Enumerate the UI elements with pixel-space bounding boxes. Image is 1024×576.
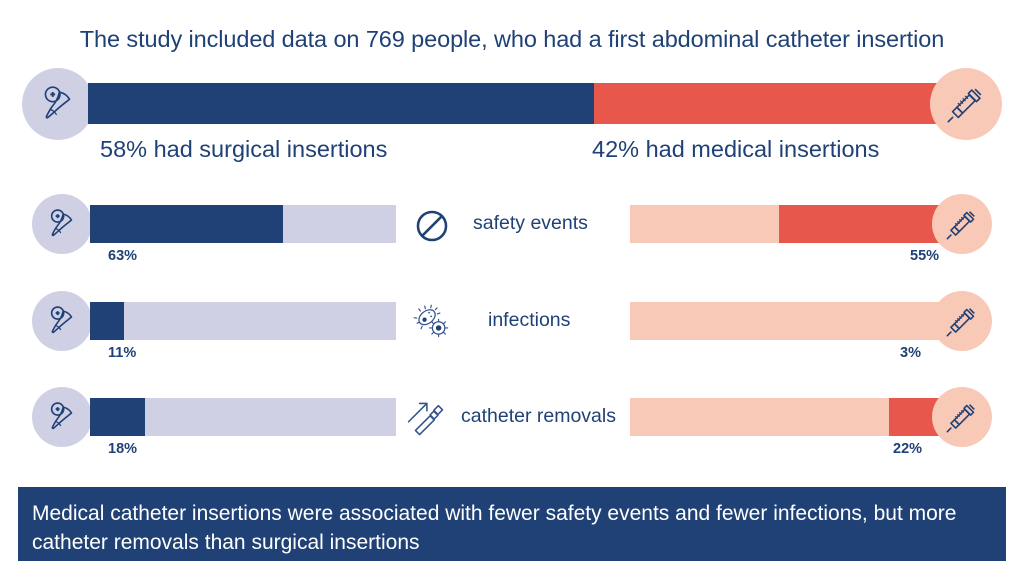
surgical-pct-label: 18% xyxy=(108,441,138,457)
surgical-bar-fill xyxy=(90,205,283,243)
scalpel-icon xyxy=(22,68,94,140)
medical-bar-track xyxy=(630,398,962,436)
conclusion-banner: Medical catheter insertions were associa… xyxy=(18,487,1006,561)
surgical-bar-track xyxy=(90,205,396,243)
overall-medical-segment xyxy=(593,83,960,124)
surgical-bar-fill xyxy=(90,302,124,340)
overall-surgical-segment xyxy=(88,83,594,124)
syringe-icon xyxy=(930,68,1002,140)
medical-pct-label: 55% xyxy=(910,248,940,264)
scalpel-icon xyxy=(32,291,92,351)
row-label: safety events xyxy=(473,212,588,234)
medical-pct-label: 3% xyxy=(900,345,921,361)
catheter-removal-icon xyxy=(396,399,456,439)
medical-bar-track xyxy=(630,205,962,243)
surgical-bar-track xyxy=(90,398,396,436)
medical-caption: 42% had medical insertions xyxy=(592,136,880,162)
no-entry-icon xyxy=(409,206,455,246)
surgical-pct-label: 11% xyxy=(108,345,137,361)
table-row: 63% safety events 55% xyxy=(0,186,1024,270)
overall-split-bar xyxy=(88,83,960,124)
page-title: The study included data on 769 people, w… xyxy=(79,26,945,52)
medical-pct-label: 22% xyxy=(893,441,923,457)
medical-bar-track xyxy=(630,302,962,340)
syringe-icon xyxy=(932,291,992,351)
surgical-caption: 58% had surgical insertions xyxy=(100,136,388,162)
table-row: 18% catheter removals 22% xyxy=(0,379,1024,463)
row-label: catheter removals xyxy=(461,405,616,427)
surgical-bar-fill xyxy=(90,398,146,436)
syringe-icon xyxy=(932,194,992,254)
surgical-pct-label: 63% xyxy=(108,248,138,264)
germs-icon xyxy=(409,303,455,343)
syringe-icon xyxy=(932,387,992,447)
table-row: 11% infections 3% xyxy=(0,283,1024,367)
scalpel-icon xyxy=(32,194,92,254)
scalpel-icon xyxy=(32,387,92,447)
row-label: infections xyxy=(488,309,571,331)
surgical-bar-track xyxy=(90,302,396,340)
medical-bar-fill xyxy=(779,205,962,243)
